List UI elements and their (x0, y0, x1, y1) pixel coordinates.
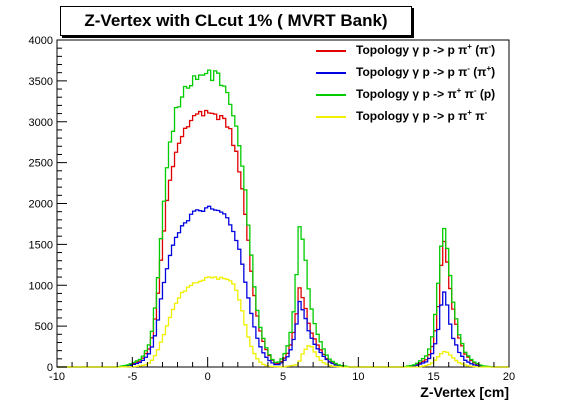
legend-entry-blue: Topology γ p -> p π- (π+) (308, 63, 508, 83)
y-tick-label: 2000 (29, 199, 53, 211)
x-tick-label: 5 (280, 371, 286, 383)
legend-label-yellow: Topology γ p -> p π+ π- (356, 108, 488, 123)
x-tick-label: 15 (428, 371, 440, 383)
legend-label-green: Topology γ p -> π+ π- (p) (356, 86, 496, 101)
x-tick-label: 20 (503, 371, 515, 383)
chart-title: Z-Vertex with CLcut 1% ( MVRT Bank) (60, 6, 412, 36)
legend-label-red: Topology γ p -> p π+ (π-) (356, 42, 496, 57)
legend: Topology γ p -> p π+ (π-) Topology γ p -… (308, 37, 508, 129)
x-tick-label: -10 (49, 371, 65, 383)
legend-swatch-red (316, 50, 346, 52)
y-tick-label: 1500 (29, 239, 53, 251)
y-tick-label: 3500 (29, 76, 53, 88)
legend-entry-red: Topology γ p -> p π+ (π-) (308, 41, 508, 61)
y-tick-label: 3000 (29, 117, 53, 129)
series-histogram (57, 205, 509, 368)
y-tick-label: 4000 (29, 35, 53, 47)
x-tick-label: 0 (205, 371, 211, 383)
legend-swatch-green (316, 94, 346, 96)
x-tick-label: 10 (352, 371, 364, 383)
x-axis-label: Z-Vertex [cm] (420, 384, 509, 400)
y-tick-label: 500 (35, 321, 53, 333)
x-tick-label: -5 (127, 371, 137, 383)
y-tick-label: 0 (47, 362, 53, 374)
legend-entry-green: Topology γ p -> π+ π- (p) (308, 85, 508, 105)
legend-swatch-yellow (316, 116, 346, 118)
legend-entry-yellow: Topology γ p -> p π+ π- (308, 107, 508, 127)
legend-label-blue: Topology γ p -> p π- (π+) (356, 64, 496, 79)
y-tick-label: 1000 (29, 280, 53, 292)
series-histogram (57, 109, 509, 368)
y-tick-label: 2500 (29, 158, 53, 170)
tick-layer: 0 500 1000 1500 2000 2500 3000 3500 4000 -10 -5 0 5 1… (29, 35, 516, 383)
legend-swatch-blue (316, 72, 346, 74)
